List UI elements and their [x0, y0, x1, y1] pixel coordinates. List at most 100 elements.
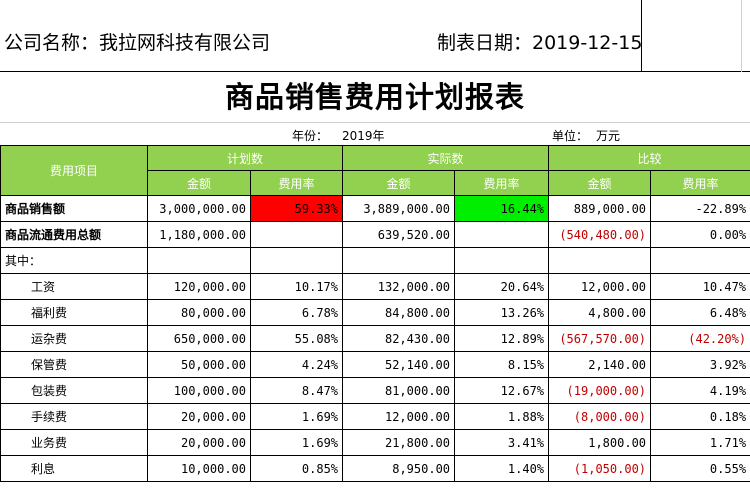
row-label-cell[interactable]: 工资	[0, 273, 148, 300]
plan-amount-cell[interactable]: 650,000.00	[147, 325, 251, 352]
plan-rate-cell[interactable]: 4.24%	[249, 351, 344, 378]
compare-amount-cell[interactable]: (1,050.00)	[548, 455, 652, 482]
actual-amount-cell[interactable]: 8,950.00	[342, 455, 456, 482]
plan-rate-cell[interactable]: 1.69%	[249, 429, 344, 456]
actual-rate-cell[interactable]: 12.89%	[454, 325, 550, 352]
actual-rate-cell[interactable]	[454, 221, 550, 248]
col-header-item[interactable]: 费用项目	[0, 145, 148, 196]
plan-rate-cell[interactable]: 59.33%	[249, 195, 344, 222]
plan-rate-cell[interactable]: 6.78%	[249, 299, 344, 326]
actual-amount-cell[interactable]: 52,140.00	[342, 351, 456, 378]
col-header-compare-rate[interactable]: 费用率	[650, 170, 750, 196]
actual-amount-cell[interactable]: 3,889,000.00	[342, 195, 456, 222]
row-label-cell[interactable]: 商品流通费用总额	[0, 221, 148, 248]
actual-rate-cell[interactable]: 3.41%	[454, 429, 550, 456]
plan-amount-cell[interactable]: 100,000.00	[147, 377, 251, 404]
actual-rate-cell[interactable]: 1.88%	[454, 403, 550, 430]
compare-amount-cell[interactable]: (540,480.00)	[548, 221, 652, 248]
unit-value[interactable]: 万元	[596, 129, 621, 143]
col-header-plan-rate[interactable]: 费用率	[249, 170, 344, 196]
compare-amount-cell[interactable]: 12,000.00	[548, 273, 652, 300]
compare-rate-cell[interactable]: 10.47%	[650, 273, 750, 300]
plan-rate-cell[interactable]: 1.69%	[249, 403, 344, 430]
actual-amount-cell[interactable]: 21,800.00	[342, 429, 456, 456]
actual-amount-cell[interactable]: 12,000.00	[342, 403, 456, 430]
plan-rate-cell[interactable]: 10.17%	[249, 273, 344, 300]
compare-rate-cell[interactable]: 3.92%	[650, 351, 750, 378]
compare-rate-cell[interactable]: 0.00%	[650, 221, 750, 248]
plan-amount-cell[interactable]: 50,000.00	[147, 351, 251, 378]
col-header-plan-amount[interactable]: 金额	[147, 170, 251, 196]
report-date[interactable]: 制表日期：2019-12-15	[437, 32, 643, 54]
actual-rate-cell[interactable]	[454, 247, 550, 274]
compare-amount-cell[interactable]	[548, 247, 652, 274]
row-label-cell[interactable]: 福利费	[0, 299, 148, 326]
actual-amount-cell[interactable]: 81,000.00	[342, 377, 456, 404]
compare-rate-cell[interactable]: (42.20%)	[650, 325, 750, 352]
plan-amount-cell[interactable]	[147, 247, 251, 274]
plan-amount-cell[interactable]: 1,180,000.00	[147, 221, 251, 248]
report-meta-row: 年份： 2019年 单位： 万元	[0, 122, 750, 145]
row-label-cell[interactable]: 运杂费	[0, 325, 148, 352]
plan-rate-cell[interactable]	[249, 247, 344, 274]
row-label-cell[interactable]: 保管费	[0, 351, 148, 378]
compare-amount-cell[interactable]: 2,140.00	[548, 351, 652, 378]
actual-amount-cell[interactable]: 82,430.00	[342, 325, 456, 352]
actual-rate-cell[interactable]: 20.64%	[454, 273, 550, 300]
compare-rate-cell[interactable]: 6.48%	[650, 299, 750, 326]
col-header-compare[interactable]: 比较	[548, 145, 750, 171]
table-row: 业务费 20,000.00 1.69% 21,800.00 3.41% 1,800.00 1…	[0, 429, 750, 456]
row-label-cell[interactable]: 手续费	[0, 403, 148, 430]
compare-amount-cell[interactable]: (567,570.00)	[548, 325, 652, 352]
plan-amount-cell[interactable]: 10,000.00	[147, 455, 251, 482]
row-label-cell[interactable]: 商品销售额	[0, 195, 148, 222]
compare-amount-cell[interactable]: (19,000.00)	[548, 377, 652, 404]
compare-rate-cell[interactable]: 4.19%	[650, 377, 750, 404]
compare-rate-cell[interactable]	[650, 247, 750, 274]
compare-amount-cell[interactable]: (8,000.00)	[548, 403, 652, 430]
table-row: 商品销售额 3,000,000.00 59.33% 3,889,000.00 16.44…	[0, 195, 750, 222]
plan-amount-cell[interactable]: 120,000.00	[147, 273, 251, 300]
compare-rate-cell[interactable]: 0.18%	[650, 403, 750, 430]
actual-amount-cell[interactable]: 639,520.00	[342, 221, 456, 248]
year-value[interactable]: 2019年	[342, 129, 385, 143]
compare-rate-cell[interactable]: -22.89%	[650, 195, 750, 222]
col-header-actual[interactable]: 实际数	[342, 145, 550, 171]
row-label-cell[interactable]: 业务费	[0, 429, 148, 456]
plan-amount-cell[interactable]: 3,000,000.00	[147, 195, 251, 222]
compare-rate-cell[interactable]: 0.55%	[650, 455, 750, 482]
row-label-cell[interactable]: 利息	[0, 455, 148, 482]
plan-rate-cell[interactable]: 0.85%	[249, 455, 344, 482]
table-row: 利息 10,000.00 0.85% 8,950.00 1.40% (1,050.00) 0…	[0, 455, 750, 482]
actual-rate-cell[interactable]: 13.26%	[454, 299, 550, 326]
compare-amount-cell[interactable]: 1,800.00	[548, 429, 652, 456]
company-name[interactable]: 公司名称：我拉网科技有限公司	[4, 32, 271, 54]
col-header-actual-amount[interactable]: 金额	[342, 170, 456, 196]
row-label-cell[interactable]: 其中：	[0, 247, 148, 274]
actual-rate-cell[interactable]: 1.40%	[454, 455, 550, 482]
plan-amount-cell[interactable]: 20,000.00	[147, 403, 251, 430]
col-header-actual-rate[interactable]: 费用率	[454, 170, 550, 196]
cell-divider	[641, 0, 642, 72]
compare-amount-cell[interactable]: 889,000.00	[548, 195, 652, 222]
col-header-plan[interactable]: 计划数	[146, 145, 344, 171]
actual-rate-cell[interactable]: 16.44%	[454, 195, 550, 222]
header-row-2: 金额 费用率 金额 费用率 金额 费用率	[1, 170, 750, 196]
compare-amount-cell[interactable]: 4,800.00	[548, 299, 652, 326]
compare-rate-cell[interactable]: 1.71%	[650, 429, 750, 456]
plan-amount-cell[interactable]: 80,000.00	[147, 299, 251, 326]
plan-rate-cell[interactable]	[249, 221, 344, 248]
plan-amount-cell[interactable]: 20,000.00	[147, 429, 251, 456]
actual-amount-cell[interactable]	[342, 247, 456, 274]
plan-rate-cell[interactable]: 8.47%	[249, 377, 344, 404]
actual-amount-cell[interactable]: 132,000.00	[342, 273, 456, 300]
col-header-compare-amount[interactable]: 金额	[548, 170, 652, 196]
report-title[interactable]: 商品销售费用计划报表	[224, 80, 525, 114]
actual-rate-cell[interactable]: 12.67%	[454, 377, 550, 404]
row-label-cell[interactable]: 包装费	[0, 377, 148, 404]
actual-rate-cell[interactable]: 8.15%	[454, 351, 550, 378]
plan-rate-cell[interactable]: 55.08%	[249, 325, 344, 352]
actual-amount-cell[interactable]: 84,800.00	[342, 299, 456, 326]
report-header: 公司名称：我拉网科技有限公司 制表日期：2019-12-15	[0, 0, 750, 72]
